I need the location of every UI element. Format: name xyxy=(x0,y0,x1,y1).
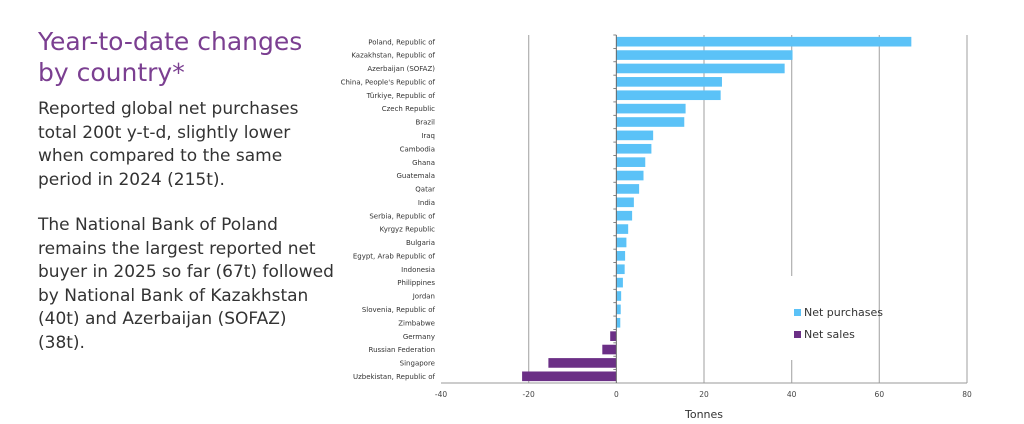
category-label: Singapore xyxy=(400,360,435,368)
page-title: Year-to-date changes by country* xyxy=(38,27,303,87)
bar xyxy=(616,277,623,288)
x-tick-label: 0 xyxy=(614,390,619,399)
x-axis-title: Tonnes xyxy=(684,408,723,421)
bar xyxy=(616,210,633,221)
legend-label: Net purchases xyxy=(804,306,883,319)
category-label: Jordan xyxy=(412,293,435,301)
category-label: Czech Republic xyxy=(382,105,435,113)
category-label: Cambodia xyxy=(400,145,435,153)
category-label: Kazakhstan, Republic of xyxy=(351,52,435,60)
bar xyxy=(616,157,646,167)
x-tick-label: 20 xyxy=(699,390,709,399)
bar xyxy=(616,317,621,328)
legend-background xyxy=(790,276,878,360)
bar xyxy=(616,63,785,74)
bar xyxy=(616,50,793,60)
detail-paragraph: The National Bank of Poland remains the … xyxy=(38,215,334,353)
legend-swatch xyxy=(794,331,801,338)
bar xyxy=(616,237,627,248)
category-label: Zimbabwe xyxy=(398,319,435,327)
category-label: India xyxy=(418,199,435,207)
bar xyxy=(610,331,617,341)
x-tick-label: 80 xyxy=(962,390,972,399)
category-label: Azerbaijan (SOFAZ) xyxy=(367,65,435,73)
legend-swatch xyxy=(794,309,801,316)
category-label: Guatemala xyxy=(396,172,435,180)
bar xyxy=(616,170,644,181)
bar xyxy=(616,130,654,141)
category-label: Ghana xyxy=(412,159,435,167)
category-label: Türkiye, Republic of xyxy=(366,92,436,100)
x-tick-label: 40 xyxy=(787,390,797,399)
category-label: Uzbekistan, Republic of xyxy=(353,373,436,381)
category-label: Indonesia xyxy=(401,266,435,274)
category-label: Kyrgyz Republic xyxy=(380,226,436,234)
category-label: Qatar xyxy=(415,186,435,194)
bar xyxy=(616,251,626,261)
category-label: Serbia, Republic of xyxy=(369,212,435,220)
x-tick-label: 60 xyxy=(875,390,885,399)
bar xyxy=(616,304,621,315)
bar xyxy=(616,117,685,127)
category-label: Germany xyxy=(403,333,435,341)
category-label: Egypt, Arab Republic of xyxy=(353,252,436,260)
bar xyxy=(548,358,617,368)
bar xyxy=(616,90,721,101)
bar xyxy=(616,291,622,301)
bar xyxy=(522,371,617,382)
category-label: Philippines xyxy=(397,279,435,287)
bar xyxy=(616,103,686,114)
bar xyxy=(616,197,634,208)
bar xyxy=(602,344,617,355)
category-label: China, People's Republic of xyxy=(341,78,436,86)
bar xyxy=(616,36,912,47)
bar xyxy=(616,143,652,154)
category-label: Bulgaria xyxy=(406,239,435,247)
bar xyxy=(616,264,625,275)
x-tick-label: -20 xyxy=(523,390,535,399)
category-label: Russian Federation xyxy=(369,346,435,354)
summary-paragraph: Reported global net purchases total 200t… xyxy=(38,99,299,190)
legend-label: Net sales xyxy=(804,328,855,341)
category-label: Iraq xyxy=(421,132,435,140)
text-panel: Year-to-date changes by country* Reporte… xyxy=(38,26,338,377)
category-label: Brazil xyxy=(415,119,435,127)
x-tick-label: -40 xyxy=(435,390,447,399)
category-label: Slovenia, Republic of xyxy=(362,306,436,314)
bar xyxy=(616,77,722,87)
bar xyxy=(616,184,640,194)
bar xyxy=(616,224,629,234)
category-label: Poland, Republic of xyxy=(368,38,435,46)
